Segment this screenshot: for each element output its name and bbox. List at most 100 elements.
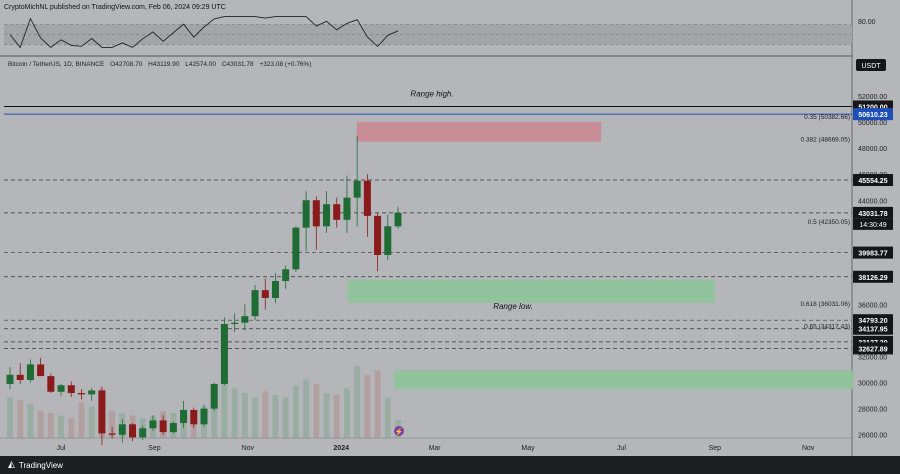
candle-body[interactable] <box>47 376 55 392</box>
symbol-name: Bitcoin / TetherUS, 1D, BINANCE <box>8 61 105 68</box>
candle-body[interactable] <box>312 200 320 227</box>
candle-body[interactable] <box>210 383 218 409</box>
candle-body[interactable] <box>67 385 75 394</box>
price-tick-label: 44000.00 <box>858 198 887 205</box>
candle-body[interactable] <box>261 290 269 298</box>
price-label-text: 43031.78 <box>858 211 887 218</box>
candle-body[interactable] <box>220 324 228 384</box>
time-tick-label: Mar <box>429 445 442 452</box>
currency-label: USDT <box>861 63 881 70</box>
candle-body[interactable] <box>149 420 157 429</box>
candle-body[interactable] <box>6 374 14 384</box>
candle-body[interactable] <box>333 204 341 220</box>
price-tick-label: 32000.00 <box>858 355 887 362</box>
candle-body[interactable] <box>77 393 85 395</box>
time-tick-label: Jul <box>617 445 626 452</box>
support-zone[interactable] <box>394 370 854 390</box>
candle-body[interactable] <box>108 433 116 435</box>
volume-bar <box>78 402 85 438</box>
price-tick-label: 30000.00 <box>858 381 887 388</box>
currency-badge[interactable] <box>856 59 886 71</box>
volume-bar <box>37 411 44 438</box>
volume-bar <box>27 403 34 438</box>
volume-bar <box>231 388 238 438</box>
candle-body[interactable] <box>363 180 371 216</box>
price-label-tag <box>853 174 893 187</box>
candle-body[interactable] <box>251 290 259 317</box>
candle-body[interactable] <box>302 200 310 228</box>
annotation-label: Range high. <box>410 89 453 98</box>
time-tick-label: 2024 <box>333 445 349 452</box>
publish-header: CryptoMichNL published on TradingView.co… <box>4 4 226 11</box>
price-tick-label: 52000.00 <box>858 94 887 101</box>
candle-body[interactable] <box>26 364 34 381</box>
chart-svg[interactable]: 80.00 0.35 (50382.66) 0.382 (48669.05) 0.5 … <box>0 0 900 456</box>
volume-bar <box>109 411 116 438</box>
candle-body[interactable] <box>384 226 392 255</box>
candle-body[interactable] <box>353 180 361 198</box>
time-tick-label: May <box>521 445 535 452</box>
candle-body[interactable] <box>169 423 177 433</box>
candle-body[interactable] <box>190 409 198 425</box>
price-label-tag <box>853 342 893 355</box>
time-tick-label: Sep <box>709 445 722 452</box>
volume-bar <box>364 375 371 438</box>
fib-level-label: 0.382 (48669.05) <box>800 136 850 143</box>
volume-bar <box>221 370 228 438</box>
candle-body[interactable] <box>37 364 45 377</box>
candle-body[interactable] <box>98 390 106 434</box>
support-zone[interactable] <box>347 279 715 303</box>
fib-level-label: 0.35 (50382.66) <box>804 114 850 121</box>
candle-body[interactable] <box>180 409 188 424</box>
volume-bar <box>68 418 75 438</box>
volume-bar <box>88 406 95 438</box>
rsi-line <box>9 16 399 49</box>
price-label-tag <box>853 206 893 219</box>
volume-bar <box>282 397 289 438</box>
candle-body[interactable] <box>200 408 208 425</box>
candle-body[interactable] <box>118 424 126 435</box>
price-tick-label: 50000.00 <box>858 120 887 127</box>
volume-bar <box>211 394 218 438</box>
volume-bar <box>252 397 259 438</box>
time-tick-label: Sep <box>148 445 161 452</box>
ohlc-legend: Bitcoin / TetherUS, 1D, BINANCE O42708.7… <box>8 61 316 68</box>
event-icon[interactable] <box>394 426 404 436</box>
price-label-text: 51200.00 <box>858 104 887 111</box>
price-label-text: 38126.29 <box>858 275 887 282</box>
price-tick-label: 28000.00 <box>858 407 887 414</box>
candle-body[interactable] <box>16 374 24 381</box>
candle-body[interactable] <box>343 197 351 220</box>
price-label-text: 32627.89 <box>858 346 887 353</box>
time-tick-label: Jul <box>57 445 66 452</box>
candle-body[interactable] <box>129 424 137 438</box>
candle-body[interactable] <box>292 227 300 270</box>
candle-body[interactable] <box>394 212 402 227</box>
tradingview-logo[interactable]: ◭ TradingView <box>8 460 63 470</box>
high-value: H43119.90 <box>148 61 180 68</box>
candle-body[interactable] <box>139 428 147 438</box>
brand-label: TradingView <box>18 460 63 470</box>
candle-body[interactable] <box>159 420 167 433</box>
candle-body[interactable] <box>282 269 290 282</box>
volume-bar <box>323 393 330 438</box>
price-label-tag <box>853 322 893 335</box>
countdown-text: 14:30:49 <box>859 222 886 229</box>
volume-bar <box>343 388 350 438</box>
price-label-tag <box>853 108 893 121</box>
candle-body[interactable] <box>88 390 96 395</box>
low-value: L42574.00 <box>185 61 217 68</box>
candle-body[interactable] <box>323 204 331 227</box>
resistance-zone[interactable] <box>356 122 602 142</box>
candle-body[interactable] <box>374 215 382 255</box>
candle-body[interactable] <box>241 316 249 323</box>
candle-body[interactable] <box>231 322 239 325</box>
candle-body[interactable] <box>271 281 279 298</box>
price-label-text: 50610.23 <box>858 112 887 119</box>
price-label-tag <box>853 270 893 283</box>
lightning-icon: ⚡ <box>395 427 404 436</box>
candle-body[interactable] <box>57 385 65 392</box>
volume-bar <box>333 394 340 438</box>
rsi-tick-label: 80.00 <box>858 19 876 26</box>
volume-bar <box>241 393 248 438</box>
